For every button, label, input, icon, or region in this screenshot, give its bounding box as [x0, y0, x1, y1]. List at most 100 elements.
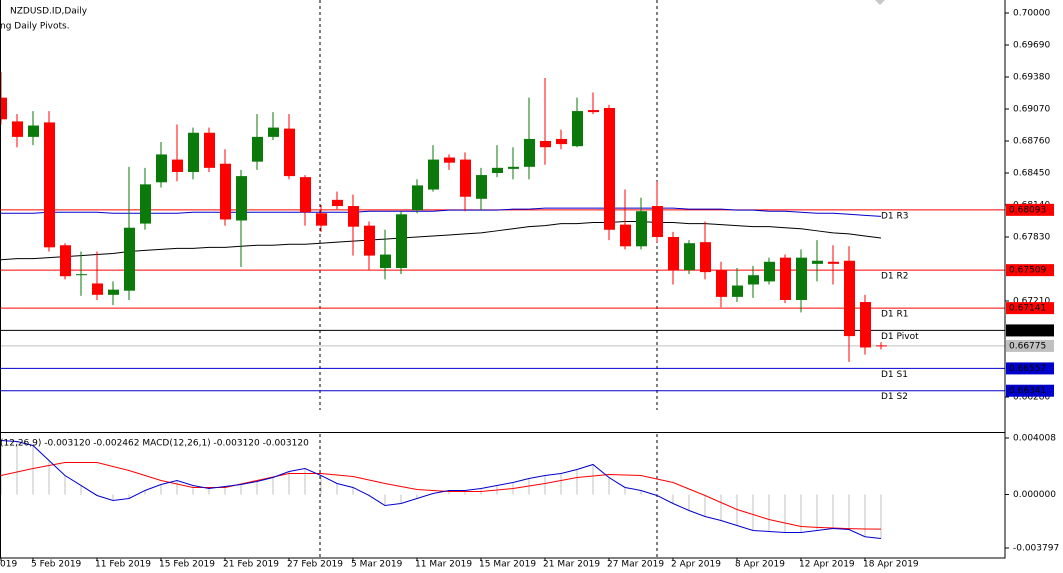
bid-price-box [1006, 339, 1054, 352]
x-tick-label: 019 [0, 560, 17, 570]
candle-body [604, 107, 615, 230]
x-tick-label: 15 Feb 2019 [159, 560, 215, 570]
macd-frame [0, 432, 1006, 559]
x-tick-label: 21 Feb 2019 [223, 560, 279, 570]
candle-body [572, 111, 583, 147]
signal-line [0, 461, 882, 530]
candle-body [540, 141, 551, 148]
x-tick-label: 12 Apr 2019 [799, 560, 855, 570]
candle-body [204, 132, 215, 168]
x-tick-label: 11 Mar 2019 [415, 560, 472, 570]
candle-body [492, 167, 503, 174]
candle-body [252, 136, 263, 162]
candle-body [748, 275, 759, 285]
candle-body [348, 206, 359, 227]
candle-body [508, 166, 519, 169]
candle-body [476, 175, 487, 199]
candle-body [828, 261, 839, 264]
pivot-label: D1 R2 [881, 272, 909, 282]
candle-body [380, 254, 391, 268]
level-price-label: 0.68093 [1009, 205, 1046, 215]
x-tick-label: 8 Apr 2019 [735, 560, 785, 570]
x-tick-label: 15 Mar 2019 [479, 560, 536, 570]
y-tick-label: 0.68450 [1013, 169, 1050, 179]
level-price-box [1006, 324, 1054, 337]
y-tick-label: 0.67830 [1013, 233, 1050, 243]
level-price-label: 0.66557 [1009, 364, 1046, 374]
candle-body [732, 285, 743, 297]
level-price-box [1006, 384, 1054, 397]
pivot-label: D1 S2 [881, 392, 908, 402]
candle-body [444, 157, 455, 163]
candle-body [0, 97, 7, 120]
macd-panel: 0.004008 0.000000 -0.003797 [0, 434, 1059, 553]
candle-body [812, 260, 823, 264]
y-tick-label: 0.69380 [1013, 73, 1050, 83]
candle-body [620, 224, 631, 247]
candle-body [860, 302, 871, 348]
x-tick-label: 18 Apr 2019 [863, 560, 919, 570]
candle-body [76, 274, 87, 276]
level-price-box [1006, 362, 1054, 375]
y-tick-label: 0.004008 [1013, 434, 1056, 444]
candle-body [460, 159, 471, 197]
y-tick-label: 0.69690 [1013, 41, 1050, 51]
x-tick-label: 21 Mar 2019 [543, 560, 600, 570]
level-price-box [1006, 302, 1054, 315]
level-price-box [1006, 264, 1054, 277]
level-price-label: 0.66925 [1009, 326, 1046, 336]
candle-body [764, 261, 775, 282]
y-tick-label: 0.69070 [1013, 105, 1050, 115]
y-tick-label: -0.003797 [1013, 543, 1059, 553]
candle-body [188, 132, 199, 172]
candle-body [556, 138, 567, 145]
shift-marker [875, 0, 885, 5]
y-tick-label: 0.67210 [1013, 297, 1050, 307]
macd-title: (12,26,9) -0.003120 -0.002462 MACD(12,26… [0, 439, 309, 449]
pivot-label: D1 R1 [881, 310, 909, 320]
candle-body [332, 199, 343, 207]
pivot-label: D1 S1 [881, 370, 908, 380]
candle-body [636, 211, 647, 247]
candle-body [220, 163, 231, 220]
candle-body [364, 225, 375, 256]
x-tick-label: 27 Mar 2019 [607, 560, 664, 570]
candle-body [524, 138, 535, 167]
candle-body [716, 270, 727, 297]
candle-body [236, 176, 247, 221]
candle-body [428, 159, 439, 190]
bid-price-label: 0.66775 [1009, 341, 1046, 351]
candle-body [156, 154, 167, 183]
candle-body [172, 159, 183, 172]
candle-body [108, 289, 119, 295]
x-tick-label: 2 Apr 2019 [671, 560, 721, 570]
y-tick-label: 0.68760 [1013, 137, 1050, 147]
candle-body [300, 177, 311, 213]
x-tick-label: 5 Mar 2019 [351, 560, 403, 570]
x-tick-label: 5 Feb 2019 [31, 560, 82, 570]
y-tick-label: 0.70000 [1013, 9, 1050, 19]
candle-body [44, 122, 55, 248]
candle-body [700, 242, 711, 273]
candle-body [284, 128, 295, 177]
candle-body [844, 260, 855, 337]
indicator-name: ng Daily Pivots. [0, 22, 70, 32]
y-tick-label: 0.000000 [1013, 490, 1056, 500]
candle-body [588, 110, 599, 113]
candle-body [876, 345, 887, 347]
x-tick-label: 27 Feb 2019 [287, 560, 343, 570]
candle-body [140, 184, 151, 224]
candle-body [316, 213, 327, 226]
candle-body [12, 121, 23, 137]
candle-body [60, 245, 71, 277]
macd-line [0, 439, 882, 539]
y-tick-label: 0.66280 [1013, 393, 1050, 403]
candle-body [124, 227, 135, 291]
candle-body [268, 127, 279, 137]
pivot-label: D1 Pivot [881, 332, 919, 342]
candle-body [396, 214, 407, 268]
candle-body [652, 206, 663, 238]
candle-body [780, 257, 791, 300]
level-price-box [1006, 203, 1054, 216]
